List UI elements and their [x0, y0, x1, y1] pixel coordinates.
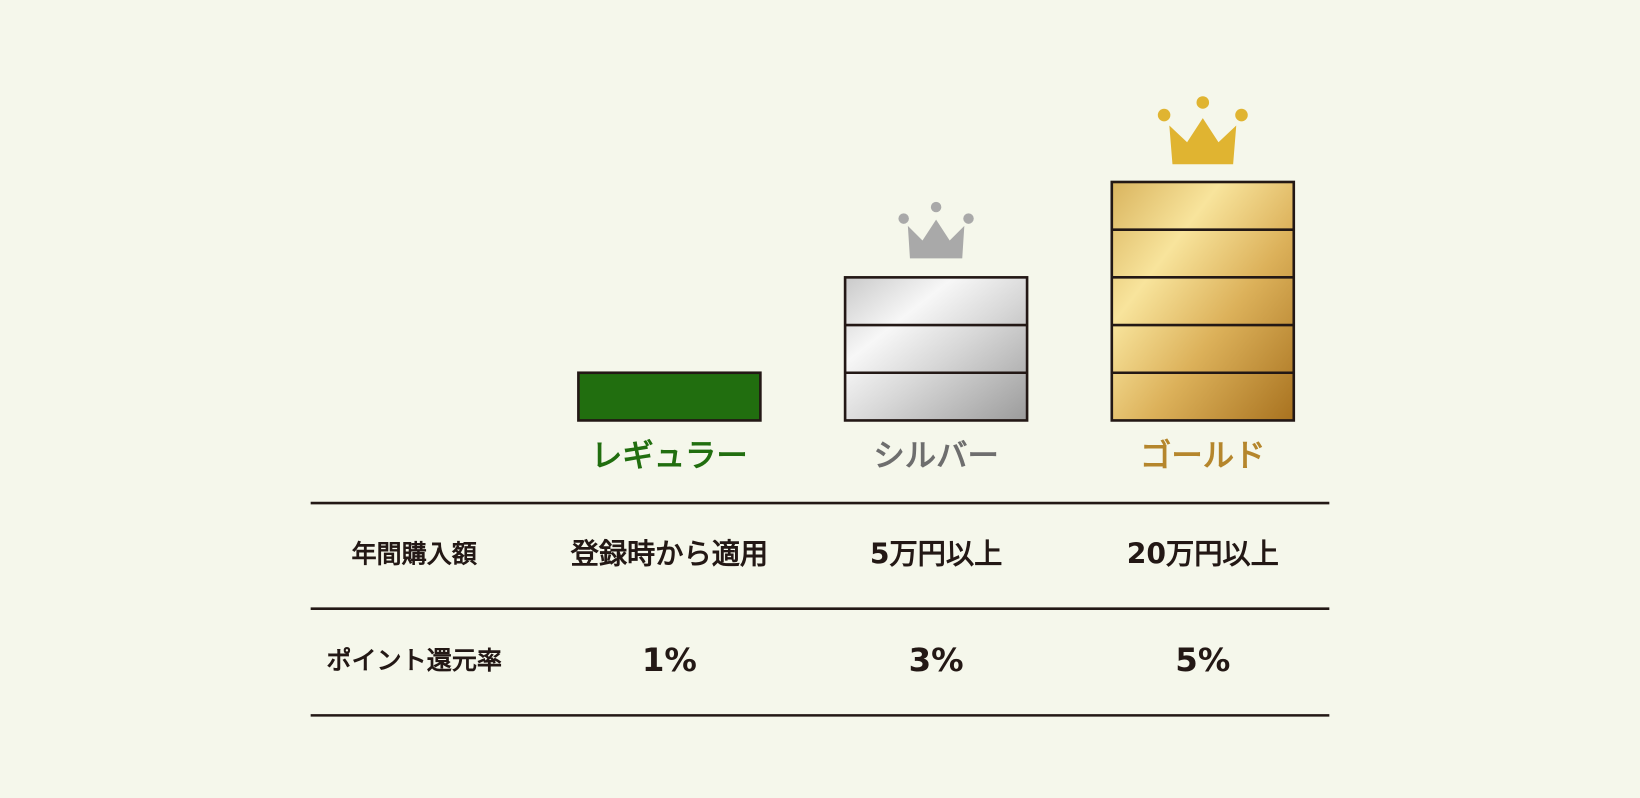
table-lines — [310, 501, 1330, 717]
point-rate: 5% — [1175, 641, 1230, 679]
purchase-condition: 登録時から適用 — [570, 537, 769, 570]
tier-bar — [1110, 180, 1296, 422]
purchase-condition: 5万円以上 — [870, 537, 1003, 570]
row-header: ポイント還元率 — [326, 646, 502, 675]
tier-name: レギュラー — [591, 438, 748, 474]
tier-name: シルバー — [873, 438, 998, 474]
silver-crown — [898, 201, 974, 259]
point-rate: 1% — [642, 641, 697, 679]
row-header: 年間購入額 — [351, 539, 477, 568]
gold-crown — [1157, 96, 1248, 165]
point-rate: 3% — [909, 641, 964, 679]
tier-bar — [843, 276, 1029, 422]
purchase-condition: 20万円以上 — [1127, 537, 1279, 570]
tier-name: ゴールド — [1140, 437, 1265, 474]
tier-bar — [577, 371, 762, 422]
